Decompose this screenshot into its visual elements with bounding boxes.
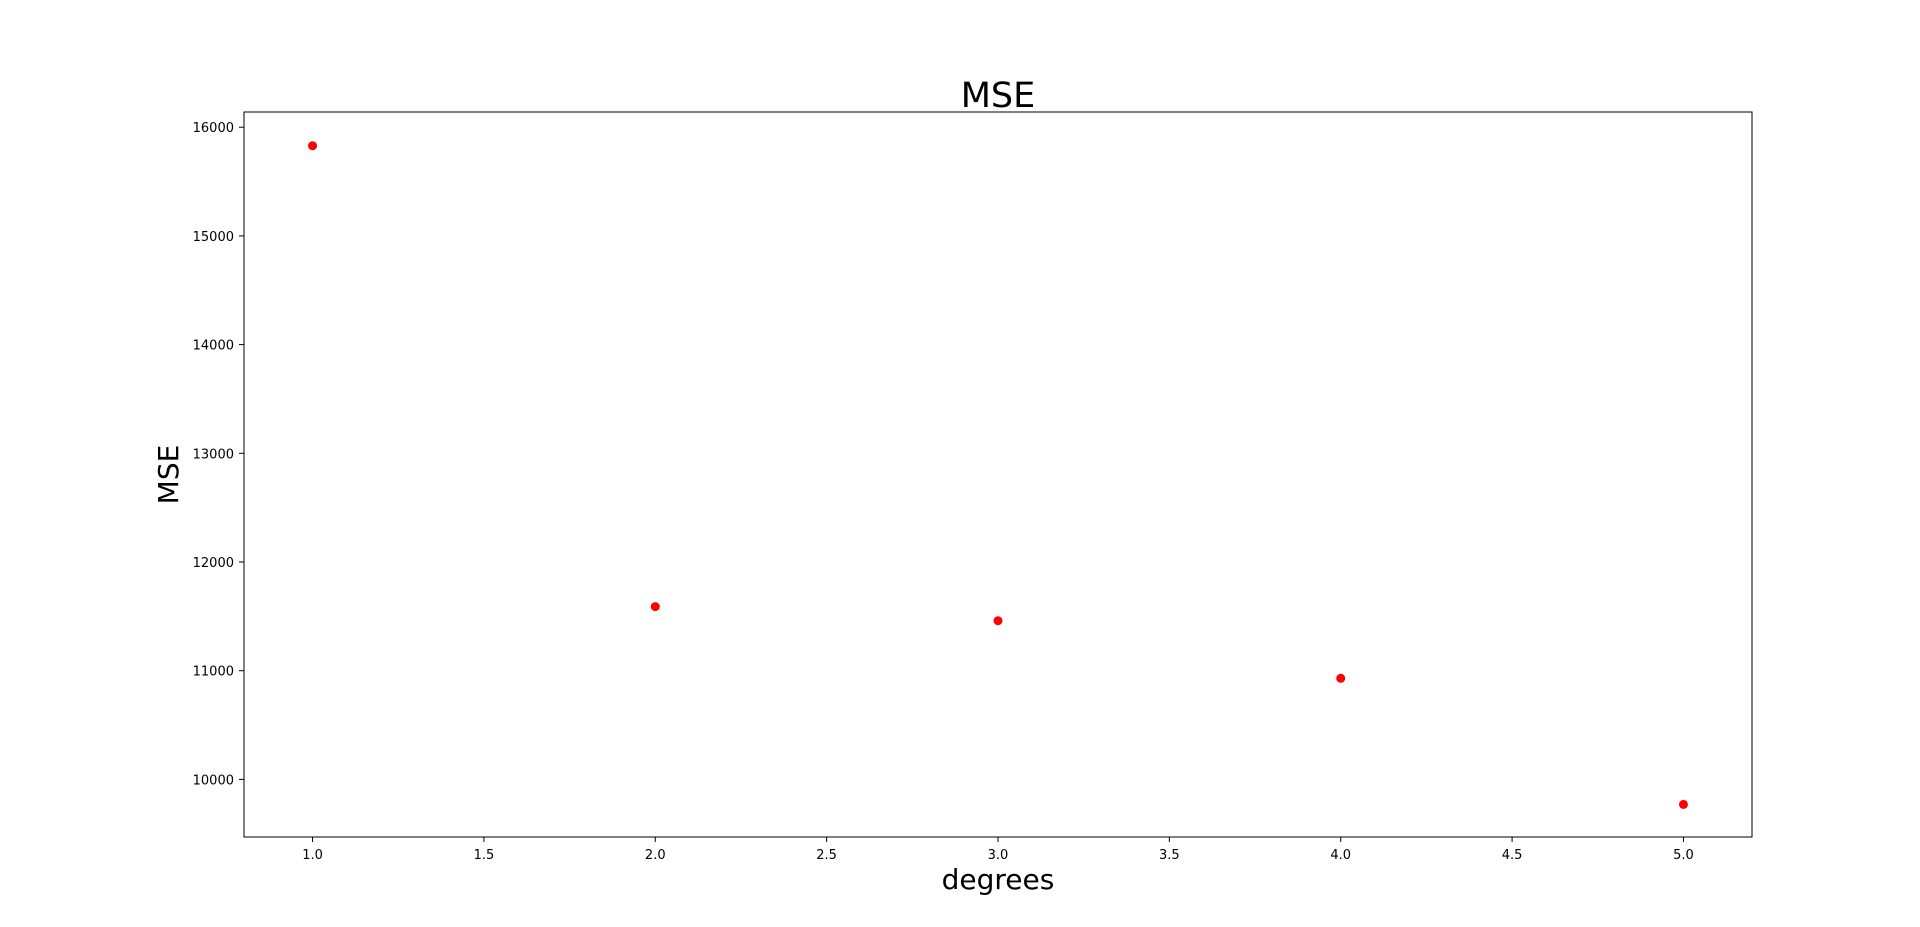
- y-tick-label: 12000: [193, 556, 234, 571]
- x-tick-label: 4.0: [1330, 848, 1351, 863]
- y-tick-label: 13000: [193, 447, 234, 462]
- y-tick-label: 15000: [193, 230, 234, 245]
- y-tick-label: 10000: [193, 773, 234, 788]
- y-tick-label: 11000: [193, 665, 234, 680]
- x-tick-label: 5.0: [1673, 848, 1694, 863]
- plot-area: [243, 111, 1753, 838]
- x-axis: 1.0 1.5 2.0 2.5 3.0 3.5 4.0 4.5 5.0: [302, 837, 1694, 863]
- x-tick-label: 1.5: [474, 848, 495, 863]
- data-point: [650, 602, 660, 612]
- y-tick-label: 16000: [193, 121, 234, 136]
- x-tick-label: 2.5: [816, 848, 837, 863]
- x-tick-label: 3.5: [1159, 848, 1180, 863]
- x-tick-label: 4.5: [1502, 848, 1523, 863]
- chart-title: MSE: [961, 76, 1036, 116]
- y-axis-label: MSE: [152, 445, 185, 505]
- x-tick-label: 1.0: [302, 848, 323, 863]
- x-tick-label: 3.0: [988, 848, 1009, 863]
- data-point: [993, 616, 1003, 626]
- x-tick-label: 2.0: [645, 848, 666, 863]
- y-axis: 10000 11000 12000 13000 14000 15000 16000: [193, 121, 244, 788]
- data-points: [308, 141, 1688, 809]
- data-point: [308, 141, 318, 151]
- y-tick-label: 14000: [193, 339, 234, 354]
- data-point: [1336, 673, 1346, 683]
- data-point: [1678, 799, 1688, 809]
- x-axis-label: degrees: [942, 863, 1055, 896]
